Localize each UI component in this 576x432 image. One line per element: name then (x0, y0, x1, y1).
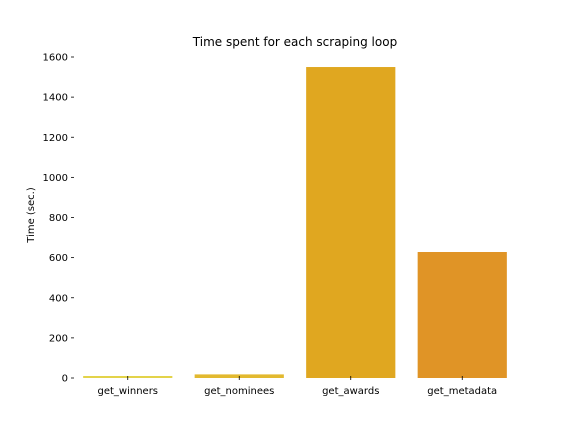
y-tick-label: 1600 (43, 53, 68, 64)
chart-title: Time spent for each scraping loop (192, 35, 397, 49)
y-tick-label: 600 (49, 253, 68, 264)
x-tick-label: get_metadata (427, 386, 497, 397)
y-tick-label: 0 (62, 374, 68, 385)
bar-get-awards (306, 67, 396, 378)
y-tick-label: 1400 (43, 93, 68, 104)
y-axis-label: Time (sec.) (26, 187, 37, 244)
y-tick-label: 1200 (43, 133, 68, 144)
y-tick-label: 800 (49, 213, 68, 224)
bar-get-metadata (417, 252, 507, 378)
y-tick-label: 200 (49, 333, 68, 344)
x-tick-label: get_winners (97, 386, 158, 397)
y-axis: 0 200 400 600 800 1000 1200 1400 1600 (43, 53, 74, 385)
x-tick-label: get_awards (322, 386, 379, 397)
bars-group (83, 67, 507, 378)
x-tick-label: get_nominees (204, 386, 274, 397)
y-tick-label: 400 (49, 293, 68, 304)
x-axis: get_winners get_nominees get_awards get_met… (97, 376, 497, 397)
y-tick-label: 1000 (43, 173, 68, 184)
